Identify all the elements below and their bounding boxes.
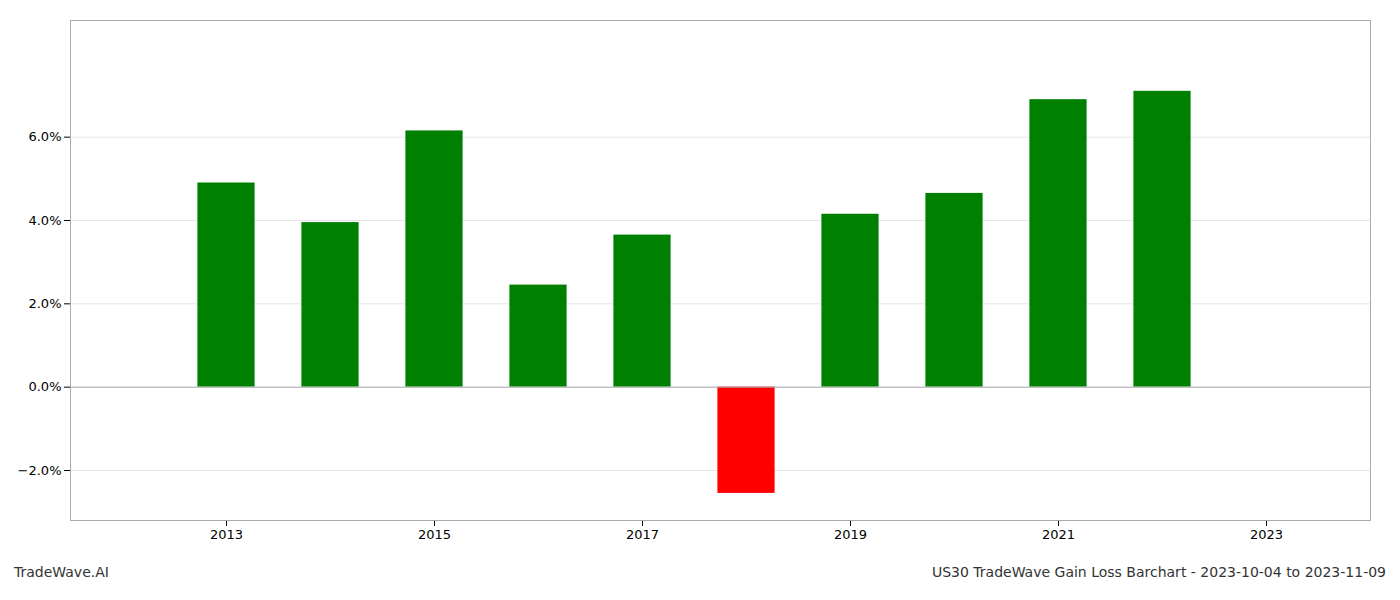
svg-text:2023: 2023 bbox=[1250, 527, 1283, 542]
svg-text:2019: 2019 bbox=[834, 527, 867, 542]
svg-text:0.0%: 0.0% bbox=[28, 379, 61, 394]
html-text:US30 TradeWave Gain Loss Barch: US30 TradeWave Gain Loss Barchart - 2023… bbox=[931, 564, 1386, 580]
svg-text:2.0%: 2.0% bbox=[28, 296, 61, 311]
svg-text:6.0%: 6.0% bbox=[28, 129, 61, 144]
svg-text:4.0%: 4.0% bbox=[28, 213, 61, 228]
svg-text:2021: 2021 bbox=[1042, 527, 1075, 542]
svg-text:2017: 2017 bbox=[626, 527, 659, 542]
svg-text:2013: 2013 bbox=[210, 527, 243, 542]
html-text:TradeWave.AI: TradeWave.AI bbox=[14, 564, 109, 580]
svg-text:−2.0%: −2.0% bbox=[18, 463, 62, 478]
svg-text:2015: 2015 bbox=[418, 527, 451, 542]
